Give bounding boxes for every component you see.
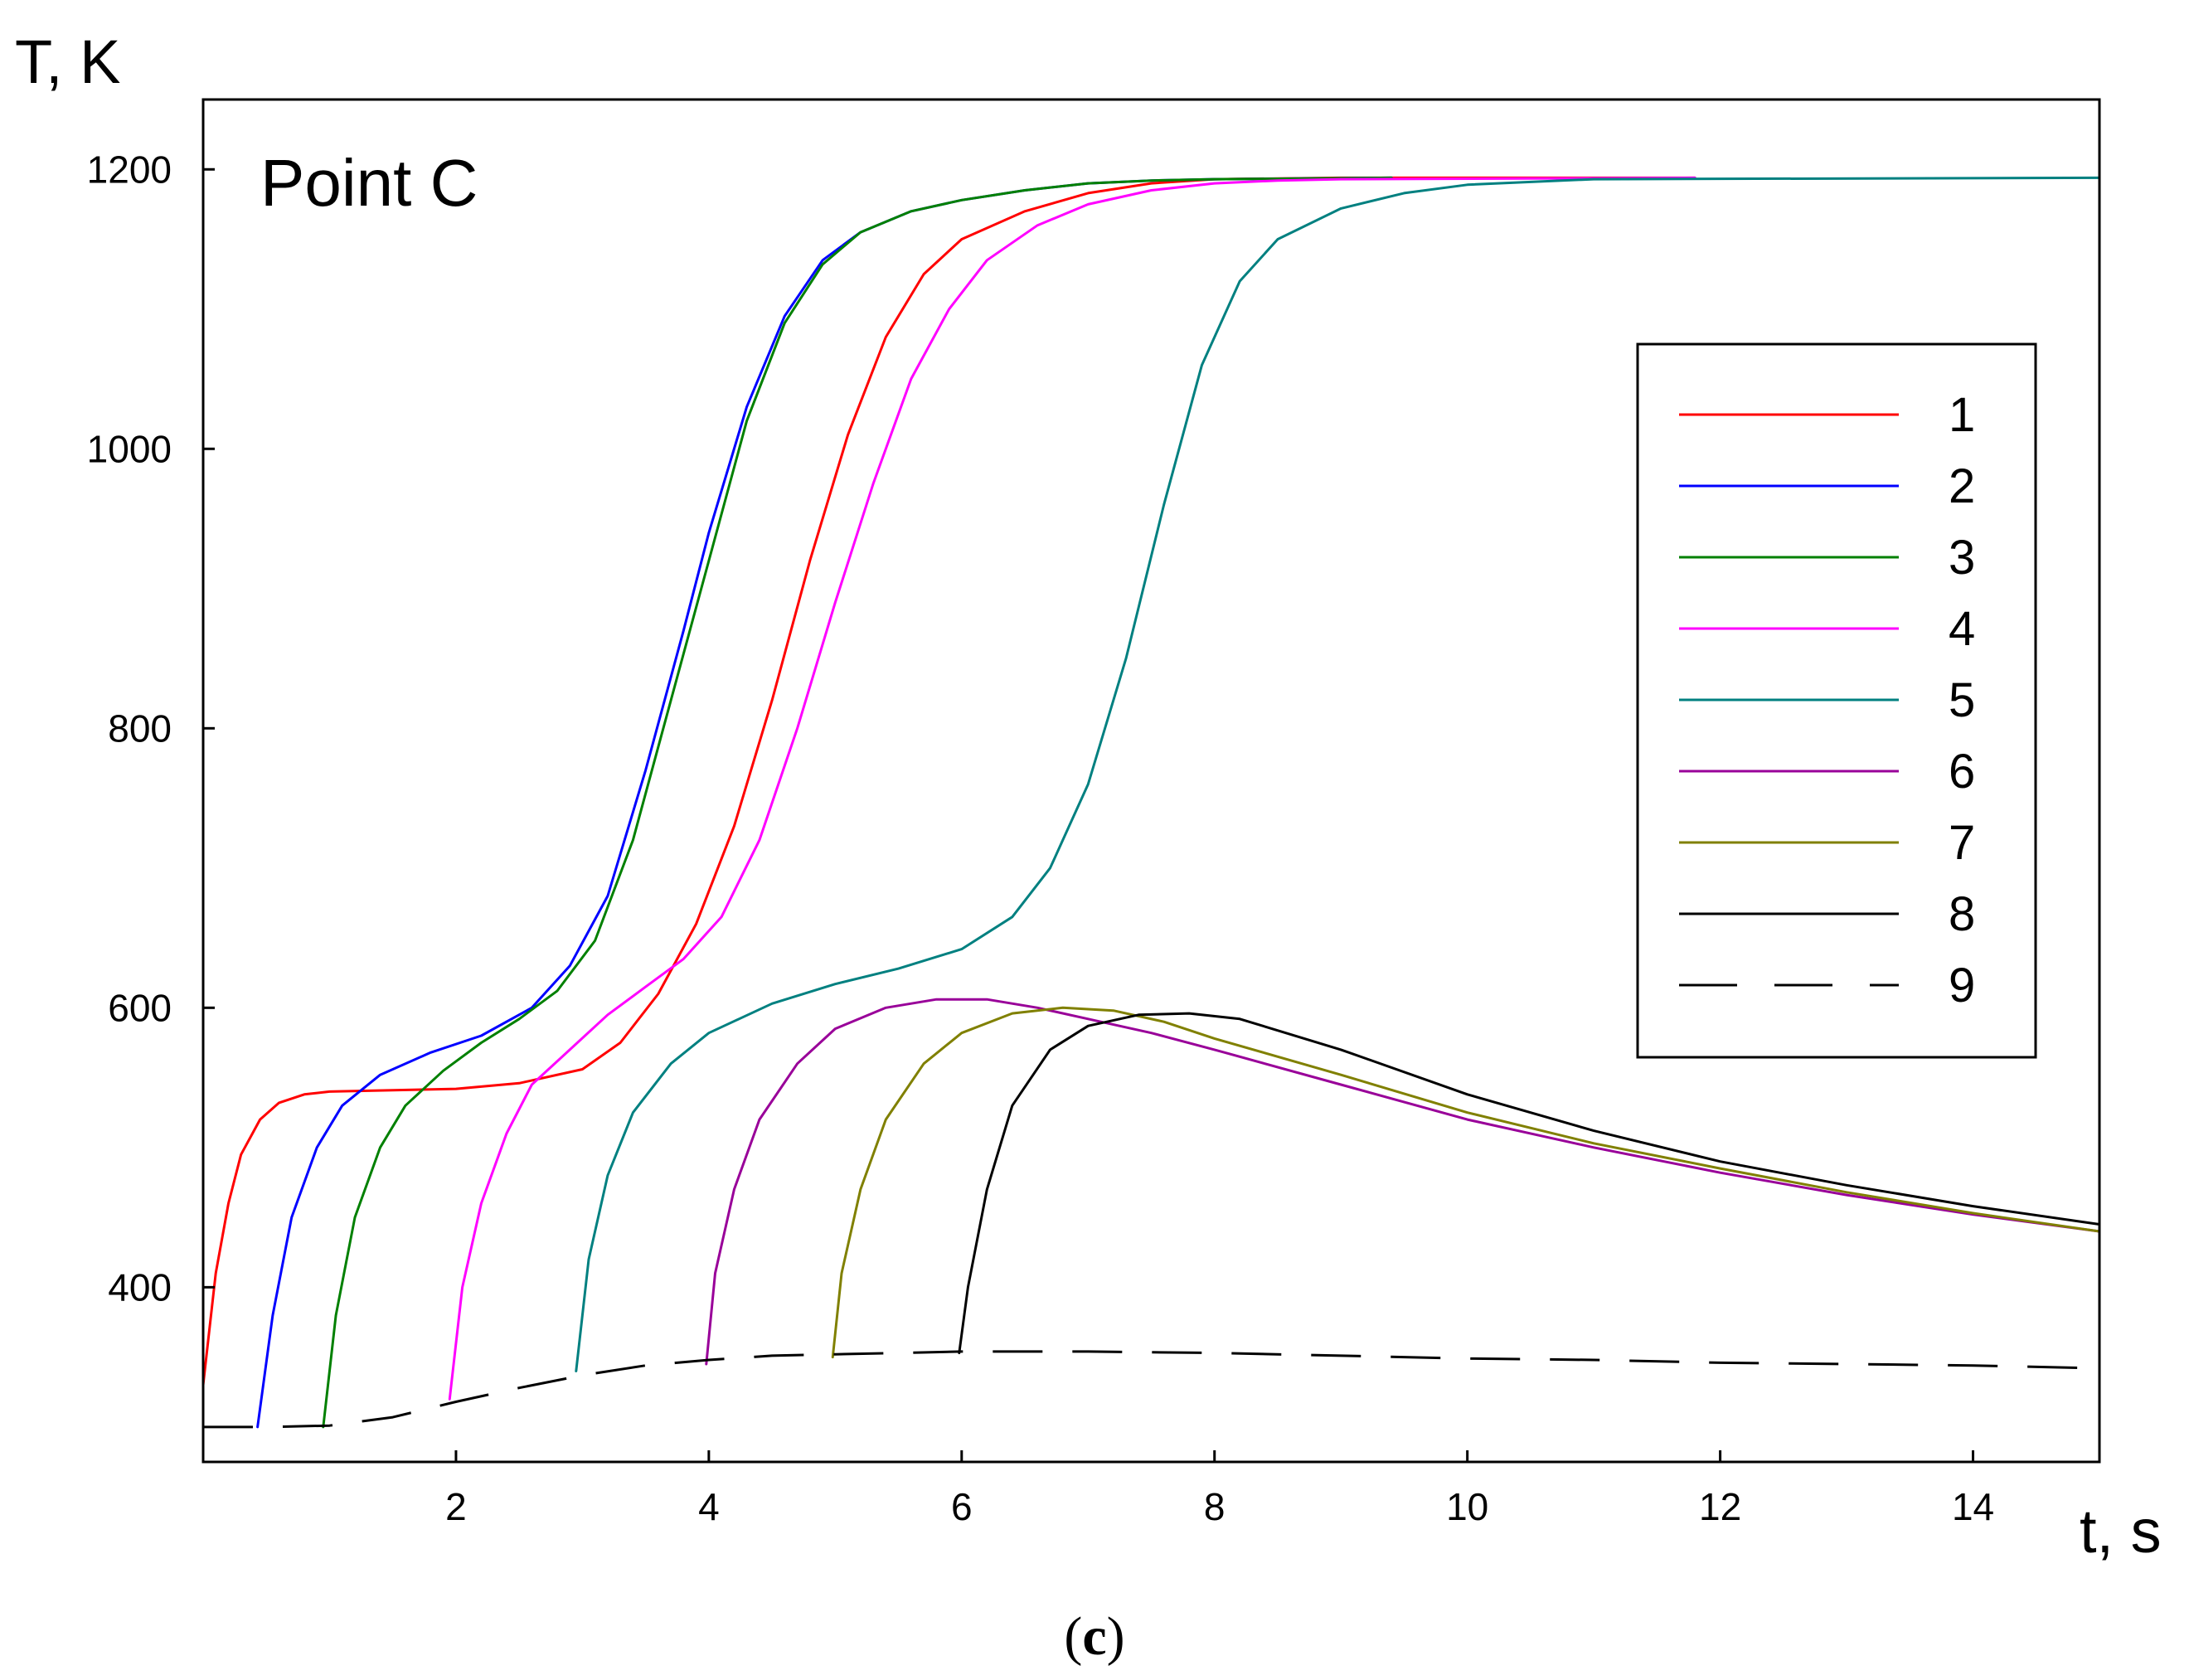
legend-label-7: 7 <box>1949 816 1975 870</box>
caption: (c) <box>1064 1606 1124 1667</box>
series-1-line <box>201 176 1696 1386</box>
y-tick-label: 600 <box>108 986 172 1029</box>
series-7-line <box>831 1006 2101 1359</box>
legend-label-1: 1 <box>1949 388 1975 442</box>
x-axis-title: t, s <box>2080 1497 2162 1566</box>
y-tick-label: 800 <box>108 706 172 750</box>
x-tick-label: 2 <box>445 1485 467 1528</box>
y-tick-label: 1200 <box>87 148 172 191</box>
series-5-line <box>575 176 2101 1372</box>
legend-label-9: 9 <box>1949 959 1975 1012</box>
legend-label-6: 6 <box>1949 745 1975 799</box>
y-axis-title: T, K <box>15 27 120 96</box>
x-tick-label: 6 <box>951 1485 973 1528</box>
series-8-line <box>958 1012 2101 1355</box>
caption-letter: c <box>1082 1606 1106 1667</box>
legend-label-8: 8 <box>1949 887 1975 941</box>
x-tick-label: 8 <box>1204 1485 1226 1528</box>
series-4-line <box>448 176 1696 1401</box>
legend-label-5: 5 <box>1949 673 1975 727</box>
caption-open: ( <box>1064 1606 1082 1667</box>
series-9-line <box>203 1350 2100 1429</box>
y-tick-label: 400 <box>108 1265 172 1309</box>
legend-label-4: 4 <box>1949 602 1975 656</box>
legend-label-3: 3 <box>1949 531 1975 585</box>
x-tick-label: 10 <box>1446 1485 1488 1528</box>
point-annotation: Point C <box>260 146 478 220</box>
legend: 1 2 3 4 5 6 7 8 9 <box>1636 342 2037 1059</box>
plot-frame <box>201 98 2101 1464</box>
series-layer <box>201 176 2101 1429</box>
x-tick-label: 4 <box>698 1485 720 1528</box>
legend-label-2: 2 <box>1949 459 1975 513</box>
caption-close: ) <box>1107 1606 1125 1667</box>
x-tick-label: 12 <box>1699 1485 1741 1528</box>
series-6-line <box>705 998 2101 1366</box>
y-tick-label: 1000 <box>87 427 172 470</box>
series-3-line <box>322 176 1393 1429</box>
x-tick-label: 14 <box>1952 1485 1994 1528</box>
